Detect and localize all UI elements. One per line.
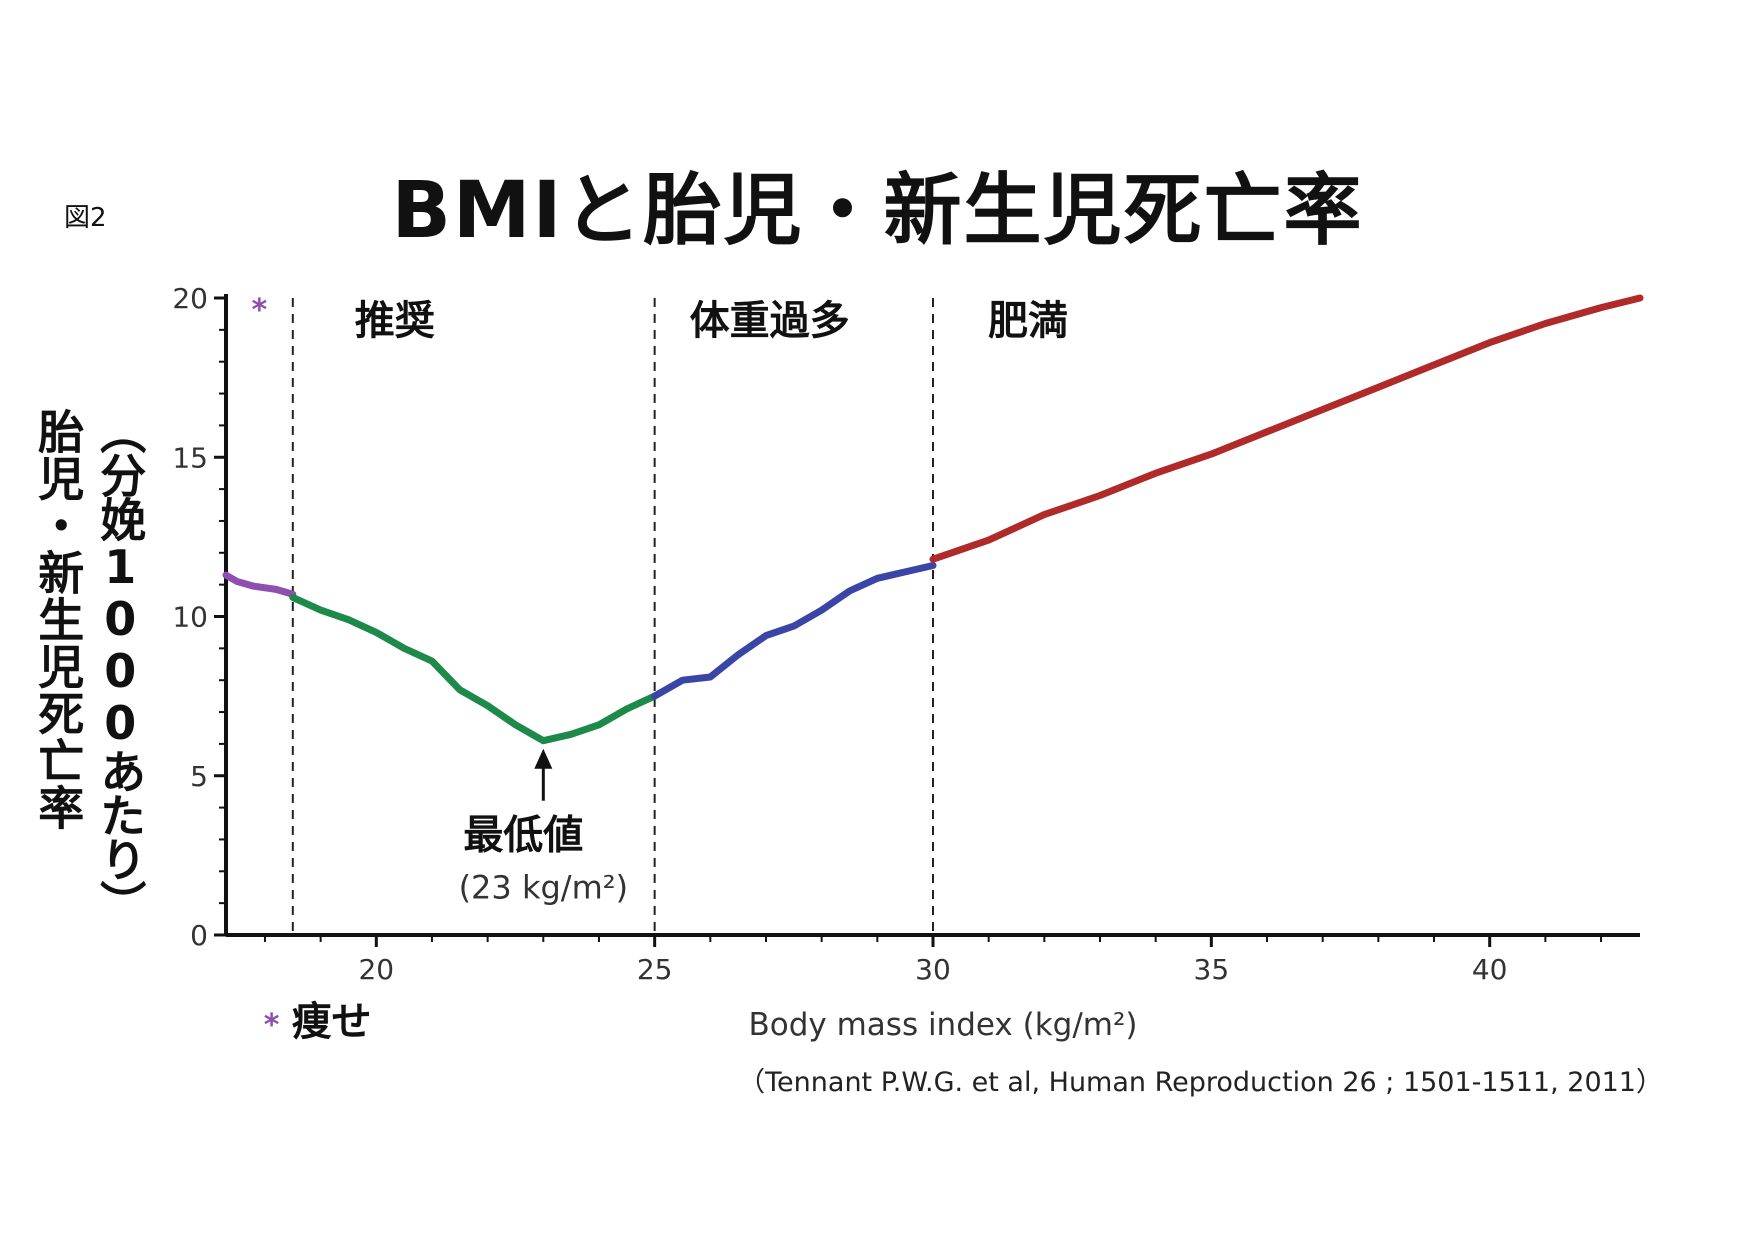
region-label: 肥満 bbox=[988, 298, 1068, 344]
y-axis-label: 胎児・新生児死亡率 bbox=[31, 408, 86, 831]
legend-label: 痩せ bbox=[292, 999, 372, 1045]
region-label: 推奨 bbox=[355, 298, 435, 344]
underweight-marker: * bbox=[252, 293, 268, 328]
x-axis-label: Body mass index (kg/m²) bbox=[748, 1007, 1137, 1043]
y-tick-label: 10 bbox=[172, 601, 208, 634]
annotation-label: 最低値 bbox=[463, 813, 583, 859]
page-title: BMIと胎児・新生児死亡率 bbox=[391, 166, 1364, 256]
series-line-2 bbox=[651, 562, 937, 700]
x-tick-label: 25 bbox=[637, 953, 673, 986]
legend-marker: * bbox=[264, 1008, 280, 1043]
x-tick-label: 30 bbox=[915, 953, 951, 986]
series-line-3 bbox=[929, 294, 1644, 563]
y-tick-label: 15 bbox=[172, 441, 208, 474]
y-tick-label: 0 bbox=[190, 919, 208, 952]
x-tick-label: 20 bbox=[358, 953, 394, 986]
annotation-sublabel: (23 kg/m²) bbox=[459, 869, 628, 907]
y-axis-unit-label: （分娩1000あたり） bbox=[93, 408, 148, 924]
series-line-1 bbox=[289, 593, 659, 745]
y-tick-label: 20 bbox=[172, 282, 208, 315]
series-line-0 bbox=[222, 571, 297, 598]
x-tick-label: 40 bbox=[1472, 953, 1508, 986]
x-tick-label: 35 bbox=[1194, 953, 1230, 986]
figure-label: 図2 bbox=[64, 203, 107, 233]
citation: （Tennant P.W.G. et al, Human Reproductio… bbox=[738, 1067, 1663, 1098]
y-tick-label: 5 bbox=[190, 760, 208, 793]
annotation-arrow-head bbox=[534, 748, 553, 769]
region-label: 体重過多 bbox=[690, 298, 850, 344]
